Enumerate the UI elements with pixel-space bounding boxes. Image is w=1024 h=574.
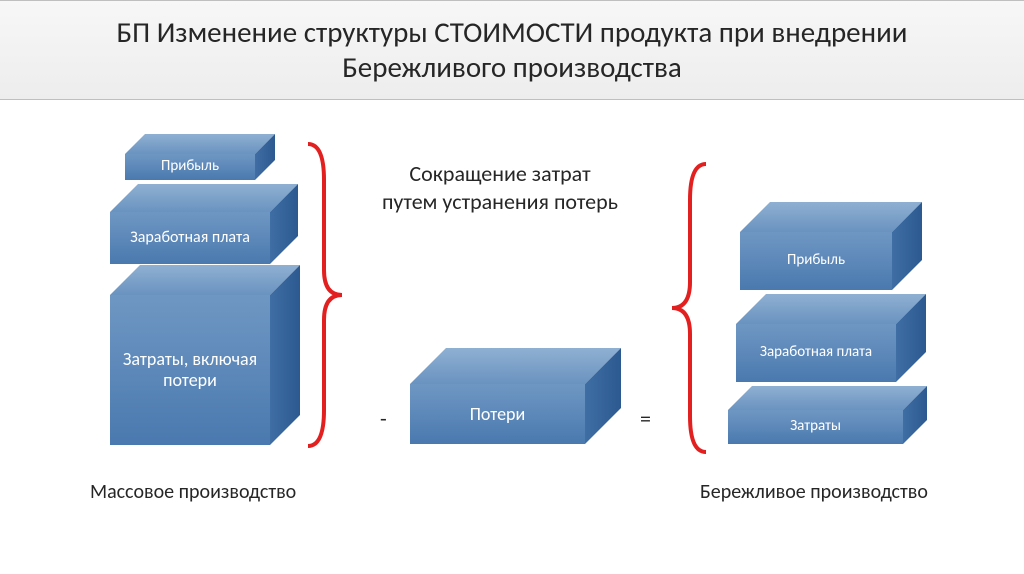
right-block-profit-label: Прибыль bbox=[787, 252, 845, 269]
left-block-profit-label: Прибыль bbox=[161, 158, 219, 175]
middle-block-losses-label: Потери bbox=[470, 404, 526, 425]
right-bracket-icon bbox=[668, 160, 708, 456]
left-bracket-icon bbox=[306, 140, 346, 450]
diagram-stage: Затраты, включая потери Заработная плата… bbox=[0, 120, 1024, 560]
center-explanation: Сокращение затрат путем устранения потер… bbox=[380, 160, 620, 215]
left-bottom-label: Массовое производство bbox=[90, 480, 296, 504]
left-block-costs-label: Затраты, включая потери bbox=[118, 349, 262, 390]
left-block-salary-label: Заработная плата bbox=[130, 229, 250, 247]
page-title: БП Изменение структуры СТОИМОСТИ продукт… bbox=[0, 0, 1024, 100]
right-block-costs-label: Затраты bbox=[790, 418, 841, 435]
right-block-salary-label: Заработная плата bbox=[760, 344, 872, 361]
minus-operator: - bbox=[380, 405, 387, 432]
right-bottom-label: Бережливое производство bbox=[700, 480, 928, 504]
equals-operator: = bbox=[640, 405, 651, 432]
